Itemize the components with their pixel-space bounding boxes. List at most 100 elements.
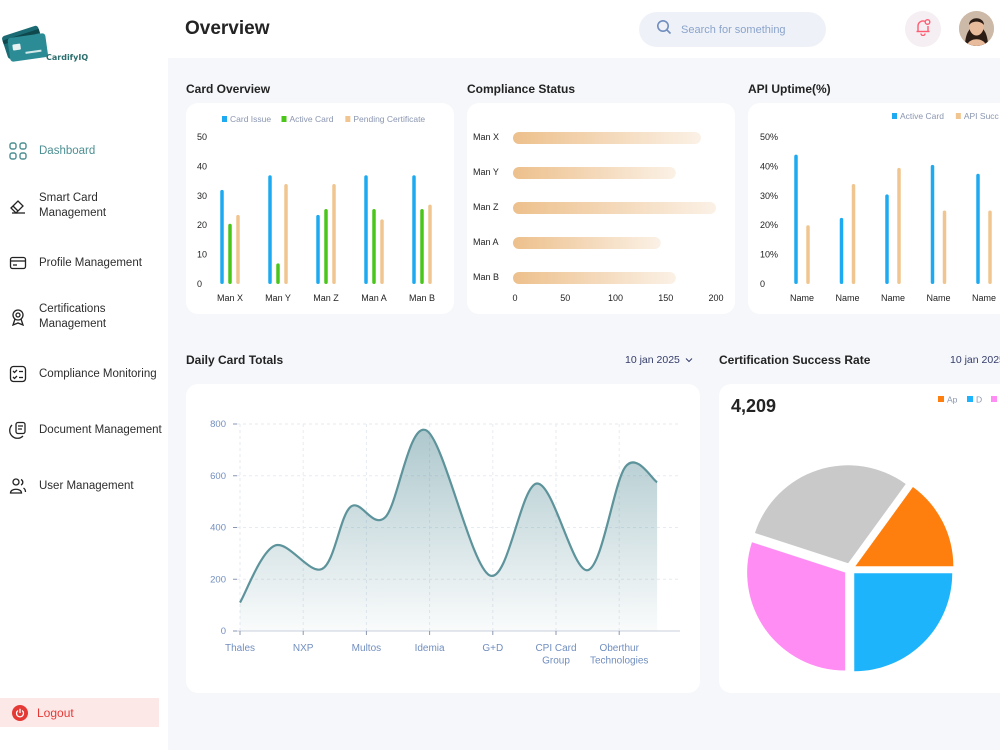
compliance-status-chart: Man X Man Y Man Z Man A Man B 0 50 100 150 200	[473, 132, 724, 303]
bar	[372, 209, 376, 284]
bar	[228, 223, 232, 284]
x-tick-label: 100	[608, 293, 623, 303]
y-tick-label: 400	[210, 523, 226, 534]
sidebar-item-certifications-management[interactable]: Certifications Management	[8, 302, 166, 332]
bar	[220, 189, 224, 284]
x-tick-label: 150	[658, 293, 673, 303]
app-name: CardifyIQ	[46, 53, 89, 62]
y-tick-label: 50	[197, 132, 207, 142]
sidebar-item-label: Document Management	[39, 423, 162, 436]
legend-swatch	[967, 396, 973, 402]
x-tick-label: Name	[835, 293, 859, 303]
card-edit-icon	[8, 196, 28, 216]
cert-success-card: 4,209 ApDR	[719, 384, 1000, 693]
card-logo-icon	[2, 25, 48, 62]
page-title: Overview	[185, 18, 270, 39]
legend-swatch	[991, 396, 997, 402]
x-tick-label: Oberthur Technologies	[590, 643, 648, 667]
sidebar-item-smart-card-management[interactable]: Smart Card Management	[8, 191, 166, 221]
y-tick-label: 0	[197, 279, 202, 289]
legend-label: Ap	[947, 395, 958, 405]
bar	[839, 217, 844, 284]
logout-label: Logout	[37, 705, 74, 720]
sidebar-item-dashboard[interactable]: Dashboard	[8, 141, 166, 161]
bar	[988, 210, 992, 284]
pie-slice	[754, 465, 906, 564]
y-tick-label: 800	[210, 419, 226, 430]
y-tick-label: 200	[210, 574, 226, 585]
compliance-status-title: Compliance Status	[467, 82, 576, 96]
grid-icon	[8, 141, 28, 161]
legend-label: Card Issue	[230, 114, 271, 124]
notifications-button[interactable]	[905, 11, 941, 47]
legend-swatch	[281, 116, 287, 122]
avatar[interactable]	[959, 11, 994, 46]
date-value: 10 jan 2025	[950, 354, 1000, 366]
sidebar-item-user-management[interactable]: User Management	[8, 476, 166, 496]
x-tick-label: G+D	[482, 643, 503, 654]
daily-totals-chart: 0 200 400 600 800 Thales NXP Multos Idemia G+D CPI…	[210, 419, 680, 667]
y-tick-label: 40%	[760, 161, 778, 171]
logout-button[interactable]: Logout	[0, 698, 159, 727]
daily-totals-date-select[interactable]: 10 jan 2025	[625, 354, 693, 366]
x-tick-label: 200	[708, 293, 723, 303]
bar	[930, 164, 935, 284]
legend-label: D	[976, 395, 982, 405]
card-overview-card: 0 10 20 30 40 50 Card Issue Active Card Pending …	[186, 103, 454, 314]
sidebar-item-label: Profile Management	[39, 256, 142, 269]
sidebar-item-document-management[interactable]: Document Management	[8, 420, 166, 440]
legend-swatch	[938, 396, 944, 402]
bar	[942, 210, 947, 284]
x-tick-label: NXP	[293, 643, 314, 654]
sidebar-item-label: User Management	[39, 479, 134, 492]
x-tick-label: Thales	[225, 643, 255, 654]
api-uptime-title: API Uptime(%)	[748, 82, 831, 96]
y-tick-label: 30	[197, 191, 207, 201]
series-line	[239, 428, 658, 604]
y-tick-label: 600	[210, 471, 226, 482]
y-tick-label: Man A	[473, 237, 499, 247]
cert-success-date-select[interactable]: 10 jan 2025	[950, 354, 1000, 366]
bar	[420, 209, 424, 284]
sidebar-item-profile-management[interactable]: Profile Management	[8, 253, 166, 273]
search-input[interactable]	[681, 23, 811, 36]
y-tick-label: Man Z	[473, 202, 499, 212]
legend-label: API Succ	[964, 111, 1000, 121]
bar	[851, 184, 856, 284]
search-bar[interactable]	[639, 12, 826, 47]
legend-label: Active Card	[290, 114, 334, 124]
chevron-down-icon	[685, 358, 693, 363]
bar	[412, 175, 416, 284]
bar	[236, 214, 240, 284]
sidebar-item-label: Dashboard	[39, 144, 96, 157]
bar	[428, 204, 432, 284]
x-tick-label: Man B	[409, 293, 435, 303]
cert-success-chart: ApDR	[747, 395, 997, 672]
card-overview-chart: 0 10 20 30 40 50 Card Issue Active Card Pending …	[197, 114, 435, 303]
daily-totals-title: Daily Card Totals	[186, 353, 284, 367]
y-tick-label: 10%	[760, 250, 778, 260]
sidebar-item-label: Compliance Monitoring	[39, 367, 157, 380]
cert-success-title: Certification Success Rate	[719, 353, 871, 367]
bar	[513, 272, 676, 284]
search-icon	[656, 19, 672, 40]
y-tick-label: 50%	[760, 132, 778, 142]
power-icon	[12, 704, 28, 721]
area-fill	[240, 429, 658, 631]
y-tick-label: Man B	[473, 272, 499, 282]
y-tick-label: 0	[221, 626, 226, 637]
y-tick-label: 20%	[760, 220, 778, 230]
bar	[513, 202, 716, 214]
sidebar-item-compliance-monitoring[interactable]: Compliance Monitoring	[8, 364, 166, 384]
bar	[284, 184, 288, 284]
bar	[276, 263, 280, 284]
app-logo[interactable]: CardifyIQ	[0, 20, 120, 66]
bar	[897, 167, 901, 284]
x-tick-label: Name	[972, 293, 996, 303]
x-tick-label: 0	[512, 293, 517, 303]
documents-icon	[8, 420, 28, 440]
y-tick-label: 40	[197, 161, 207, 171]
pie-slice	[747, 542, 846, 671]
bell-icon	[914, 18, 932, 41]
x-tick-label: Name	[881, 293, 905, 303]
